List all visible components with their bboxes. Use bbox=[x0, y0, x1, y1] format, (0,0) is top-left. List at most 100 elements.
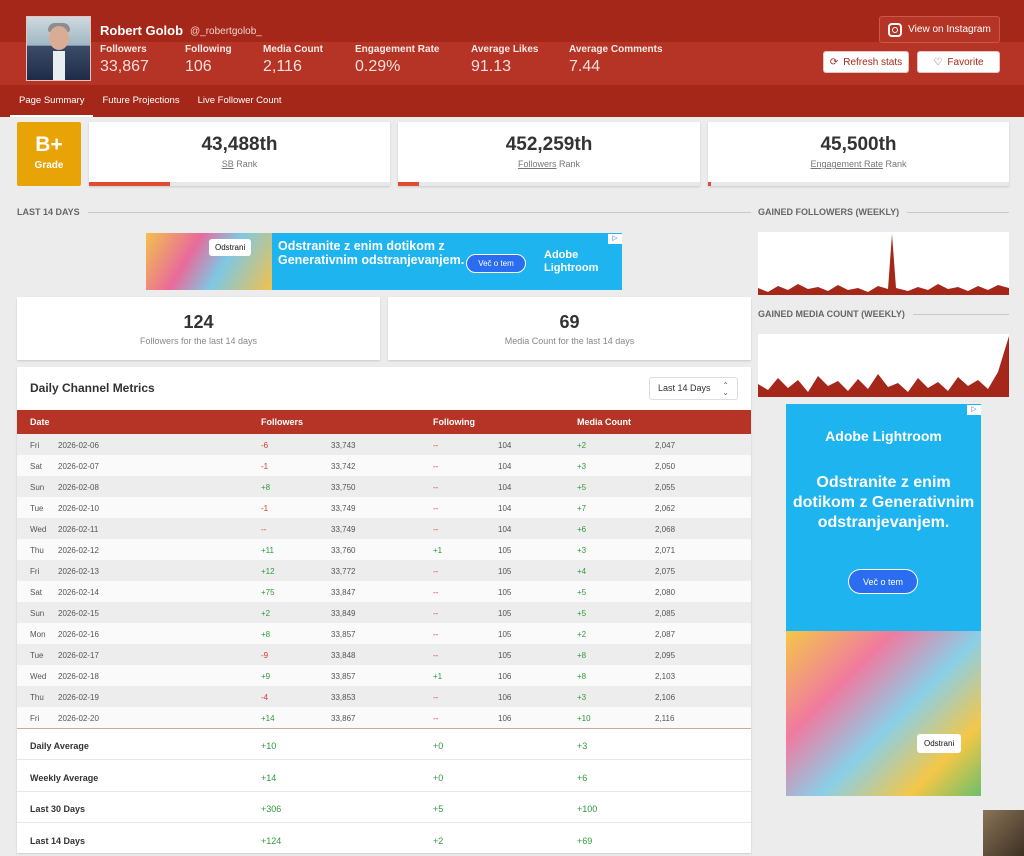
cell-m: 2,080 bbox=[655, 588, 676, 597]
cell-m: 2,068 bbox=[655, 525, 676, 534]
cell-date: 2026-02-11 bbox=[58, 525, 99, 534]
stat-value: 91.13 bbox=[471, 58, 512, 75]
summary-label: Daily Average bbox=[30, 741, 89, 751]
cell-gd: +1 bbox=[433, 546, 443, 555]
summary-m: +69 bbox=[577, 835, 593, 846]
refresh-stats-button[interactable]: ⟳ Refresh stats bbox=[823, 51, 909, 73]
summary-row: Weekly Average +14 +0 +6 bbox=[17, 761, 751, 792]
ad-cta-button[interactable]: Več o tem bbox=[848, 569, 918, 594]
rank-link-followers[interactable]: Followers bbox=[517, 159, 557, 169]
rank-link-engagement-rate[interactable]: Engagement Rate bbox=[810, 159, 884, 169]
summary-g: +5 bbox=[433, 804, 444, 814]
summary-f: +306 bbox=[261, 804, 282, 814]
section-title: LAST 14 DAYS bbox=[17, 207, 80, 217]
cell-f: 33,760 bbox=[331, 546, 356, 555]
cell-fd: -1 bbox=[261, 504, 269, 513]
cell-date: 2026-02-14 bbox=[58, 588, 99, 597]
refresh-icon: ⟳ bbox=[829, 56, 839, 68]
cell-m: 2,055 bbox=[655, 483, 676, 492]
chevron-updown-icon: ⌃ ⌄ bbox=[722, 381, 729, 397]
cell-f: 33,853 bbox=[331, 693, 356, 702]
range-select[interactable]: Last 14 Days ⌃ ⌄ bbox=[649, 377, 738, 400]
summary-m: +3 bbox=[577, 741, 588, 751]
header-media-count: Media Count bbox=[577, 417, 631, 427]
stat-average-comments: Average Comments 7.44 bbox=[569, 44, 663, 76]
cell-day: Fri bbox=[30, 714, 40, 723]
table-body: Fri 2026-02-06 -6 33,743 -- 104 +2 2,047 Sat 2026… bbox=[17, 434, 751, 728]
ad-banner-side[interactable]: Adobe Lightroom Odstranite z enim dotiko… bbox=[786, 404, 981, 796]
tab-future-projections[interactable]: Future Projections bbox=[102, 95, 180, 106]
cell-f: 33,743 bbox=[331, 441, 356, 450]
cell-gd: -- bbox=[433, 567, 439, 576]
cell-day: Fri bbox=[30, 441, 40, 450]
ad-text: Odstranite z enim dotikom z Generativnim… bbox=[792, 474, 975, 531]
gained-followers-sparkline bbox=[758, 234, 1009, 295]
followers-14-days-card: 124 Followers for the last 14 days bbox=[17, 297, 380, 360]
cell-date: 2026-02-06 bbox=[58, 441, 99, 450]
summary-f: +10 bbox=[261, 741, 277, 751]
cell-day: Tue bbox=[30, 504, 44, 513]
stat-label: Following bbox=[185, 44, 232, 55]
rank-progress bbox=[398, 182, 420, 186]
cell-m: 2,071 bbox=[655, 546, 676, 555]
ad-choices-icon[interactable]: ▷ bbox=[608, 234, 622, 244]
rank-suffix: Rank bbox=[559, 159, 581, 169]
cell-gd: -- bbox=[433, 441, 439, 450]
rank-value: 43,488th bbox=[201, 134, 278, 155]
cell-gd: -- bbox=[433, 525, 439, 534]
rank-card-followers: 452,259th Followers Rank bbox=[398, 122, 700, 186]
view-on-instagram-label: View on Instagram bbox=[908, 24, 991, 35]
cell-fd: +75 bbox=[261, 588, 275, 597]
refresh-stats-label: Refresh stats bbox=[843, 56, 903, 68]
ad-banner-top[interactable]: Odstrani Odstranite z enim dotikom z Gen… bbox=[146, 233, 622, 290]
cell-md: +7 bbox=[577, 504, 587, 513]
big-value: 69 bbox=[559, 312, 580, 332]
cell-md: +2 bbox=[577, 441, 587, 450]
cell-day: Thu bbox=[30, 546, 44, 555]
table-row: Sat 2026-02-14 +75 33,847 -- 105 +5 2,080 bbox=[17, 581, 751, 602]
profile-handle: @_robertgolob_ bbox=[190, 26, 262, 37]
ad-cta-button[interactable]: Več o tem bbox=[466, 254, 526, 273]
table-row: Tue 2026-02-17 -9 33,848 -- 105 +8 2,095 bbox=[17, 644, 751, 665]
cell-md: +8 bbox=[577, 651, 587, 660]
ad-brand: Adobe Lightroom bbox=[544, 249, 598, 275]
big-label: Followers for the last 14 days bbox=[139, 336, 258, 346]
summary-label: Last 30 Days bbox=[30, 804, 86, 814]
favorite-label: Favorite bbox=[947, 56, 984, 68]
tab-page-summary[interactable]: Page Summary bbox=[10, 88, 94, 117]
favorite-button[interactable]: ♡ Favorite bbox=[917, 51, 1000, 73]
table-row: Sun 2026-02-08 +8 33,750 -- 104 +5 2,055 bbox=[17, 476, 751, 497]
cell-g: 104 bbox=[498, 504, 512, 513]
cell-gd: -- bbox=[433, 651, 439, 660]
table-row: Fri 2026-02-20 +14 33,867 -- 106 +10 2,116 bbox=[17, 707, 751, 728]
stat-media-count: Media Count 2,116 bbox=[263, 44, 323, 76]
cell-g: 105 bbox=[498, 609, 512, 618]
stat-followers: Followers 33,867 bbox=[100, 44, 149, 76]
gained-media-chart bbox=[758, 334, 1009, 397]
cell-md: +3 bbox=[577, 546, 587, 555]
summary-label: Last 14 Days bbox=[30, 835, 86, 846]
daily-metrics-card: Daily Channel Metrics Last 14 Days ⌃ ⌄ Dat… bbox=[17, 367, 751, 855]
cell-day: Thu bbox=[30, 693, 44, 702]
cell-date: 2026-02-07 bbox=[58, 462, 99, 471]
cell-md: +10 bbox=[577, 714, 591, 723]
big-label: Media Count for the last 14 days bbox=[504, 336, 635, 346]
cell-md: +5 bbox=[577, 588, 587, 597]
cell-day: Sat bbox=[30, 462, 43, 471]
ad-brand-line: Lightroom bbox=[544, 262, 599, 274]
stat-value: 2,116 bbox=[263, 58, 302, 75]
tab-live-follower-count[interactable]: Live Follower Count bbox=[197, 95, 282, 106]
view-on-instagram-button[interactable]: View on Instagram bbox=[879, 16, 1000, 43]
ad-choices-icon[interactable]: ▷ bbox=[967, 405, 981, 415]
summary-m: +100 bbox=[577, 804, 598, 814]
cell-gd: -- bbox=[433, 483, 439, 492]
table-row: Sat 2026-02-07 -1 33,742 -- 104 +3 2,050 bbox=[17, 455, 751, 476]
cell-date: 2026-02-15 bbox=[58, 609, 99, 618]
cell-g: 104 bbox=[498, 483, 512, 492]
rank-value: 452,259th bbox=[505, 134, 593, 155]
rank-link-sb[interactable]: SB bbox=[221, 159, 234, 169]
stat-label: Media Count bbox=[263, 44, 323, 55]
summary-g: +0 bbox=[433, 772, 444, 783]
media-14-days-card: 69 Media Count for the last 14 days bbox=[388, 297, 751, 360]
summary-row: Last 14 Days +124 +2 +69 bbox=[17, 824, 751, 855]
